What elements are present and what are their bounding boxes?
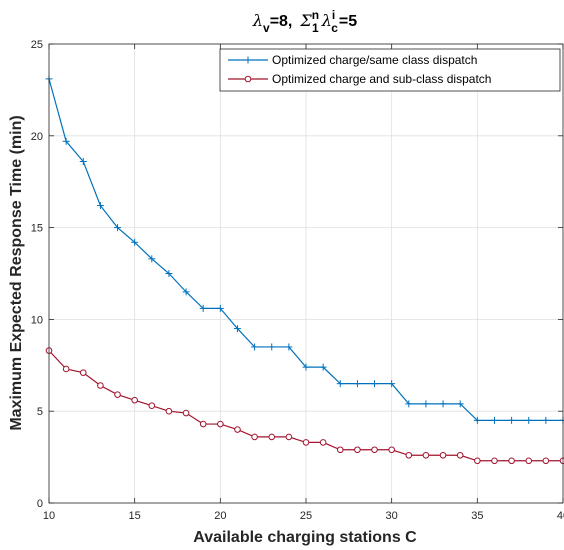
data-point-0-27 [508, 416, 516, 424]
x-tick-label-2: 20 [214, 510, 226, 522]
data-point-1-4 [114, 391, 121, 398]
data-point-1-20 [388, 446, 395, 454]
data-point-0-13 [268, 343, 276, 351]
data-point-0-20 [388, 380, 396, 388]
series-1 [45, 347, 564, 465]
data-point-0-28 [525, 416, 533, 424]
data-point-1-5 [131, 396, 138, 404]
chart-title: λv=8, Σn 1 λi c=5 [252, 8, 357, 35]
data-point-0-2 [79, 158, 87, 166]
data-point-1-28 [525, 457, 533, 465]
legend-label-0: Optimized charge/same class dispatch [272, 53, 477, 67]
data-point-0-26 [490, 416, 498, 424]
series-0 [45, 75, 564, 424]
data-point-1-14 [285, 433, 293, 441]
y-tick-label-2: 10 [31, 314, 43, 326]
x-tick-label-6: 40 [557, 510, 564, 522]
data-point-1-1 [62, 365, 70, 373]
data-point-0-25 [473, 416, 481, 424]
x-axis-label: Available charging stations C [193, 529, 417, 546]
data-point-0-11 [233, 325, 241, 333]
data-point-1-7 [165, 407, 173, 415]
data-point-0-6 [148, 255, 156, 263]
tick-layer: 10 15 20 25 30 35 40 0 5 10 15 20 25 [31, 39, 564, 522]
data-point-1-18 [354, 446, 361, 454]
data-point-0-14 [285, 343, 293, 351]
data-point-1-26 [491, 457, 498, 465]
data-point-1-19 [371, 446, 378, 454]
x-tick-label-1: 15 [129, 510, 141, 522]
x-tick-label-3: 25 [300, 510, 312, 522]
y-tick-label-5: 25 [31, 39, 43, 51]
title-part1: =8, [270, 13, 293, 30]
legend-swatch-marker-1 [244, 75, 252, 83]
data-point-1-24 [456, 451, 464, 459]
y-tick-label-1: 5 [37, 406, 43, 418]
y-tick-label-4: 20 [31, 131, 43, 143]
grid-lines [48, 43, 564, 504]
data-point-1-11 [234, 426, 241, 433]
title-i-superscript: i [332, 8, 335, 22]
data-point-1-23 [439, 451, 447, 459]
data-point-0-17 [336, 380, 344, 388]
data-point-0-9 [199, 304, 207, 312]
title-lambda: λ [252, 11, 263, 30]
x-tick-label-5: 35 [471, 510, 483, 522]
data-point-1-17 [336, 446, 344, 454]
title-lambda-2: λ [321, 11, 332, 30]
data-point-1-29 [542, 457, 550, 465]
data-point-0-7 [165, 270, 173, 277]
title-c-subscript: c [331, 21, 338, 35]
data-point-1-27 [508, 457, 515, 465]
data-point-0-18 [353, 380, 361, 388]
y-tick-label-0: 0 [37, 498, 43, 510]
data-point-1-10 [217, 420, 224, 428]
data-point-0-16 [319, 363, 327, 371]
data-point-1-15 [302, 439, 310, 446]
y-axis-label: Maximum Expected Response Time (min) [8, 115, 25, 430]
data-point-1-2 [79, 369, 87, 376]
data-point-0-1 [62, 137, 70, 145]
title-v-subscript: v [263, 21, 270, 35]
data-point-1-12 [251, 433, 258, 441]
legend-box [219, 48, 561, 92]
data-point-0-8 [182, 288, 190, 296]
data-point-1-8 [182, 409, 190, 417]
data-point-0-24 [456, 400, 464, 408]
data-point-1-6 [148, 402, 156, 409]
y-tick-label-3: 15 [31, 223, 43, 235]
title-part2: =5 [339, 13, 357, 30]
data-point-1-25 [474, 457, 481, 465]
data-point-1-16 [319, 439, 327, 446]
series-layer [45, 75, 564, 465]
data-point-0-5 [131, 238, 139, 246]
x-tick-label-4: 30 [386, 510, 398, 522]
data-point-0-3 [96, 202, 104, 210]
legend-marker-shape-0 [244, 56, 252, 64]
data-point-0-10 [216, 304, 224, 312]
legend-marker-shape-1 [244, 75, 252, 83]
x-tick-label-0: 10 [43, 510, 55, 522]
legend-label-1: Optimized charge and sub-class dispatch [272, 72, 491, 86]
data-point-0-15 [302, 363, 310, 371]
data-point-0-12 [251, 343, 259, 351]
data-point-0-4 [114, 224, 122, 232]
title-sigma-subscript: 1 [312, 21, 319, 35]
data-point-1-21 [405, 451, 413, 459]
legend-swatch-marker-0 [244, 56, 252, 64]
legend: Optimized charge/same class dispatch Opt… [219, 48, 561, 92]
data-point-1-22 [422, 451, 430, 459]
title-sigma-superscript: n [312, 8, 319, 22]
data-point-0-21 [405, 400, 413, 408]
data-point-1-30 [559, 457, 564, 465]
data-point-1-9 [199, 420, 207, 428]
data-point-1-13 [268, 433, 276, 441]
data-point-0-22 [422, 400, 430, 408]
data-point-0-23 [439, 400, 447, 408]
title-sigma: Σ [299, 11, 312, 30]
data-point-1-3 [97, 382, 104, 389]
data-point-0-19 [371, 380, 379, 388]
data-point-0-29 [542, 416, 550, 424]
